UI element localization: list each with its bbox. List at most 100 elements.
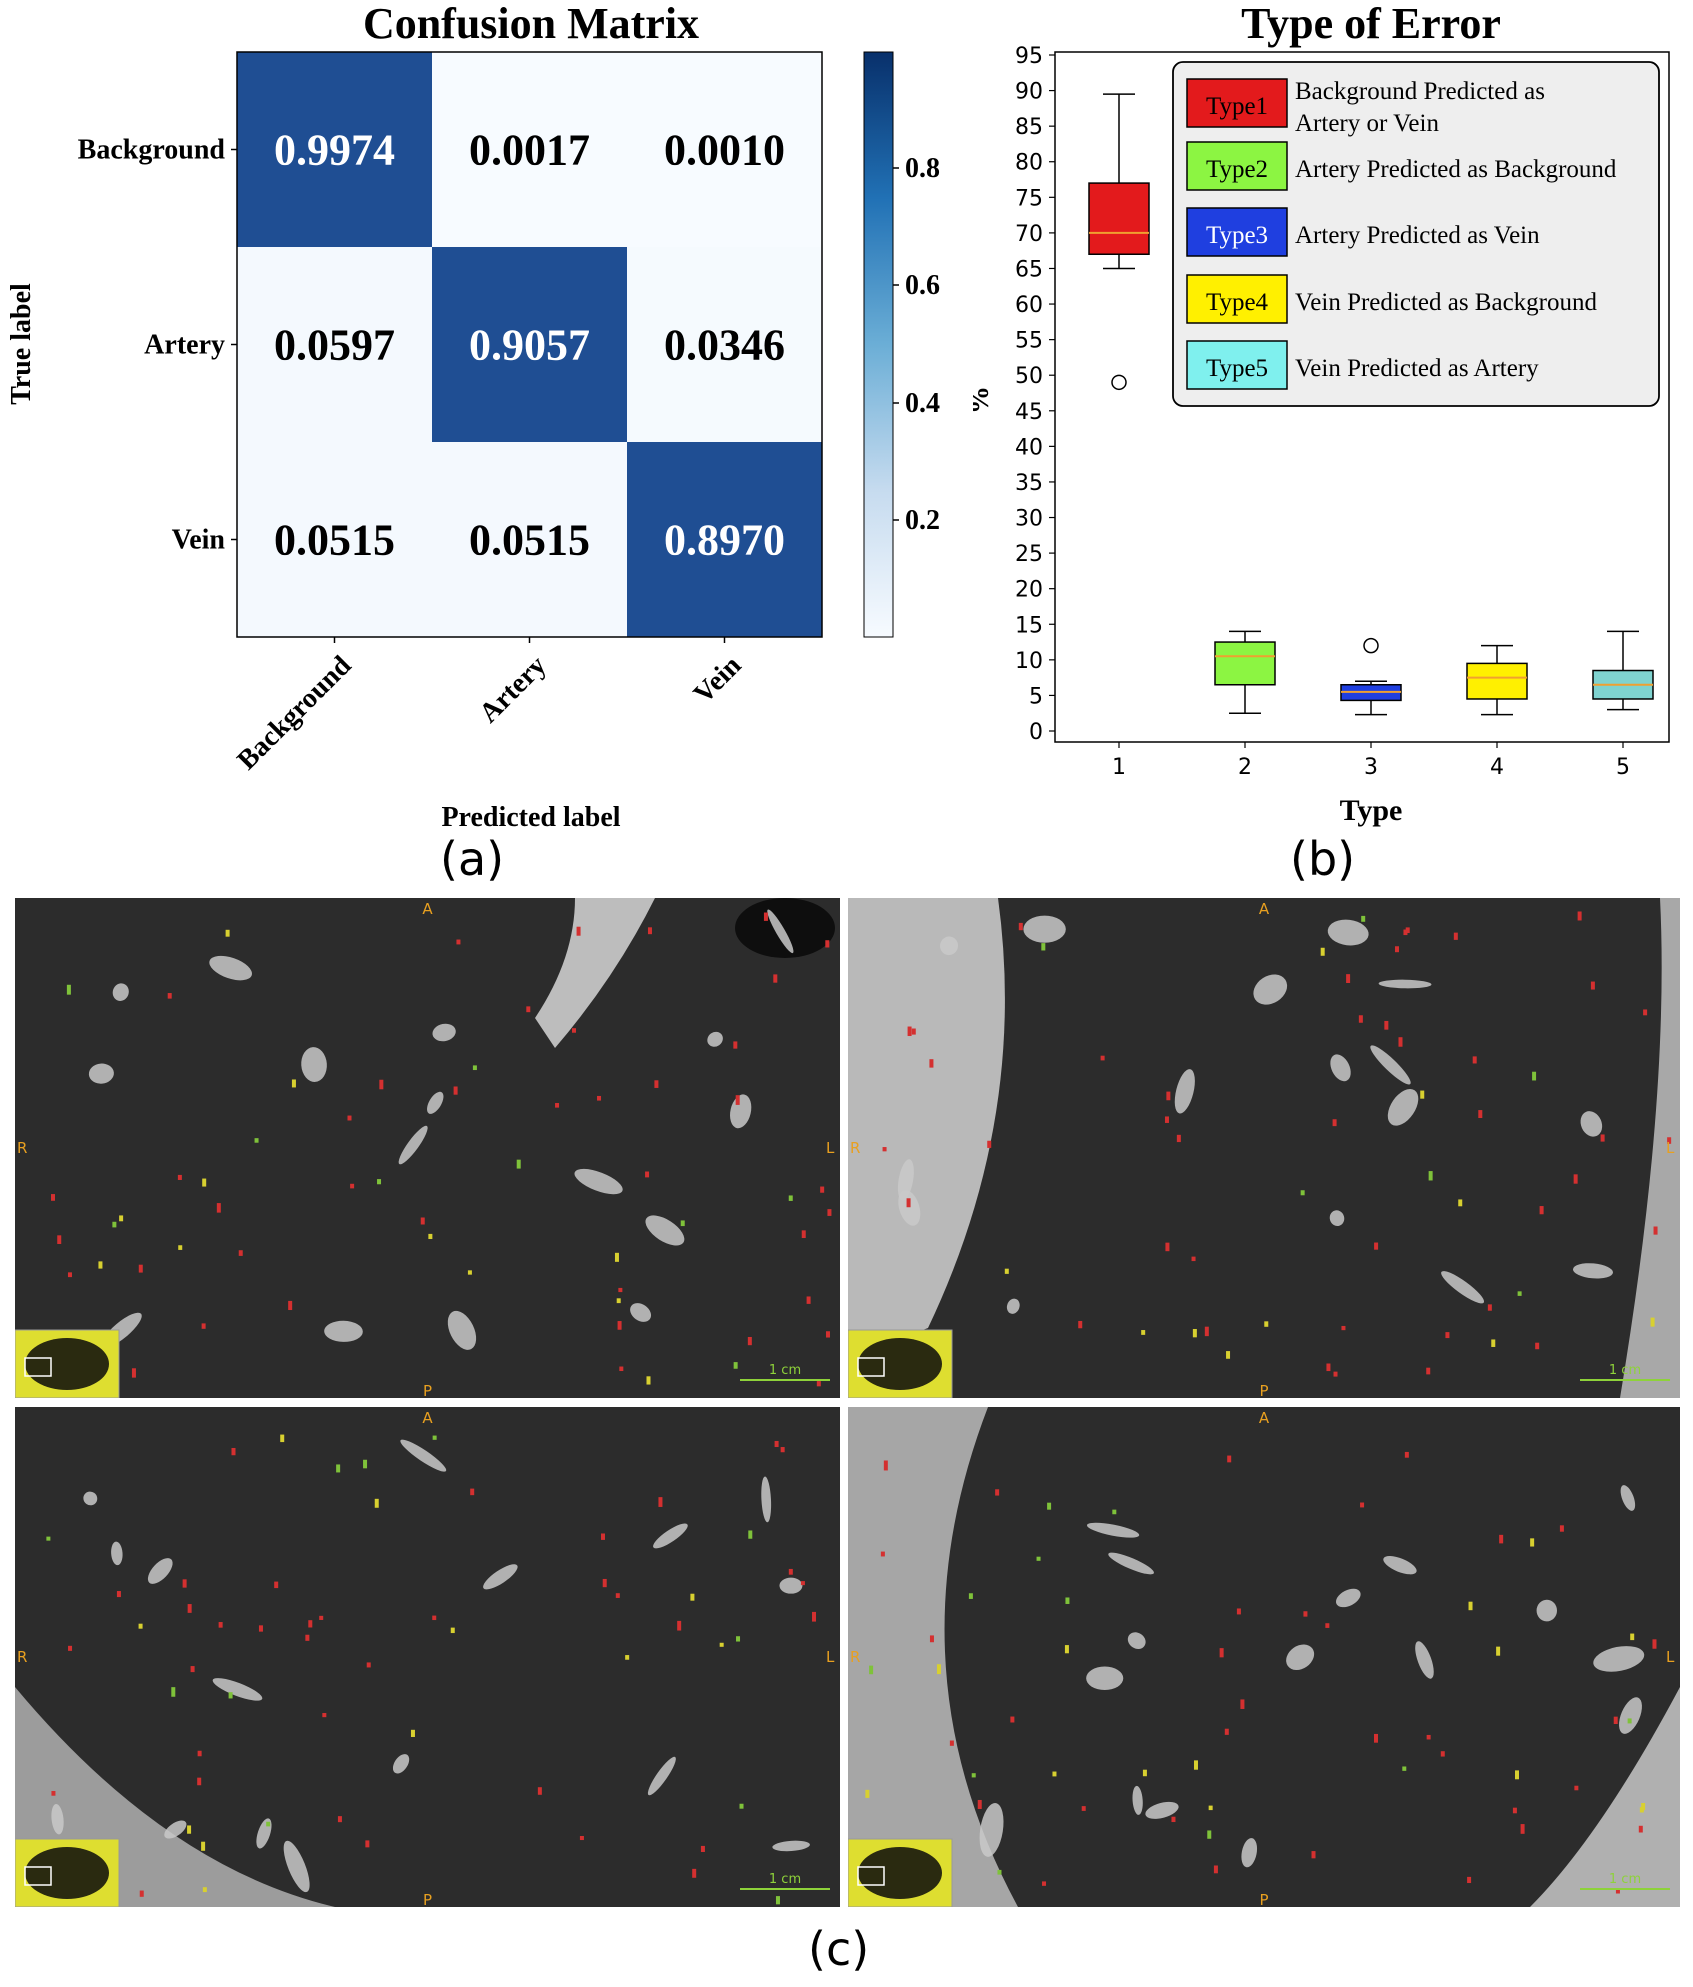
error-marker (225, 929, 230, 937)
thumbnail-roi (857, 1866, 885, 1886)
matrix-cell (627, 442, 822, 637)
legend-tag: Type2 (1206, 156, 1268, 183)
error-marker (1667, 1137, 1672, 1144)
vessel-shape (730, 1094, 752, 1129)
orient-left: L (1666, 1139, 1675, 1157)
legend-text: Vein Predicted as Artery (1295, 355, 1539, 382)
error-marker (1303, 1611, 1308, 1617)
vessel-shape (283, 1840, 310, 1893)
error-marker (190, 1666, 195, 1673)
legend-swatch (1186, 207, 1288, 257)
error-marker (1332, 1119, 1337, 1127)
error-marker (1358, 1015, 1363, 1023)
error-marker (555, 1103, 560, 1108)
thumbnail-thorax (858, 1847, 942, 1899)
error-marker (880, 1551, 885, 1557)
vessel-shape (761, 1476, 772, 1523)
error-marker (428, 1233, 433, 1240)
vessel-shape (1619, 1697, 1642, 1734)
error-marker (432, 1435, 437, 1440)
error-marker (131, 1368, 136, 1378)
chest-wall (848, 898, 1005, 1358)
error-marker (167, 993, 172, 999)
row-label: Background (78, 135, 226, 166)
error-marker (602, 1578, 607, 1588)
boxplot-x-ticks: 1 2 3 4 5 (1112, 742, 1630, 780)
orient-anterior: A (1259, 900, 1270, 918)
error-marker (1004, 1268, 1009, 1274)
row-label: Vein (172, 525, 226, 556)
orient-left: L (826, 1139, 835, 1157)
error-marker (50, 1194, 55, 1201)
error-marker (450, 1627, 455, 1634)
error-marker (1112, 1509, 1117, 1515)
error-marker (1639, 1807, 1644, 1813)
error-marker (379, 1079, 384, 1090)
error-marker (254, 1138, 259, 1143)
error-marker (1641, 1802, 1646, 1811)
error-marker (182, 1579, 187, 1588)
boxplot-boxes (1088, 93, 1654, 716)
panel-label-a: (a) (440, 832, 505, 886)
error-marker (201, 1323, 206, 1329)
vessel-shape (779, 1577, 803, 1594)
ct-image-panel: 1 cm A P R L (15, 1407, 840, 1907)
error-marker (882, 1147, 887, 1152)
error-marker (614, 1252, 619, 1262)
error-marker (456, 939, 461, 945)
error-marker (1499, 1534, 1504, 1544)
vessel-shape (432, 1023, 456, 1042)
error-marker (1491, 1339, 1496, 1347)
error-marker (410, 1729, 415, 1737)
error-marker (119, 1215, 124, 1222)
error-marker (187, 1604, 192, 1613)
chest-wall (1620, 898, 1680, 1398)
error-marker (865, 1789, 870, 1798)
x-tick-label: 5 (1616, 755, 1630, 780)
vessel-shape (447, 1310, 477, 1350)
vessel-shape (51, 1803, 64, 1835)
y-tick-label: 40 (1015, 435, 1043, 460)
error-marker (658, 1497, 663, 1507)
error-marker (654, 1080, 659, 1088)
vessel-shape (1370, 1045, 1411, 1085)
error-marker (1300, 1190, 1305, 1196)
error-marker (138, 1264, 143, 1273)
colorbar-ticks: 0.8 0.6 0.4 0.2 (893, 153, 940, 536)
error-marker (929, 1635, 934, 1643)
y-tick-label: 50 (1015, 364, 1043, 389)
vessel-shape (1620, 1485, 1636, 1511)
error-marker (869, 1665, 874, 1675)
vessel-shape (88, 1063, 114, 1084)
matrix-cell-value: 0.0515 (469, 516, 590, 565)
error-marker (1600, 1134, 1605, 1142)
error-marker (576, 926, 581, 936)
thumbnail-thorax (25, 1847, 109, 1899)
vessel-shape (427, 1091, 444, 1114)
vessel-shape (483, 1564, 518, 1590)
matrix-cell-value: 0.0346 (664, 321, 785, 370)
error-marker (911, 1028, 916, 1035)
scale-bar-label: 1 cm (769, 1872, 801, 1887)
error-marker (827, 1209, 832, 1216)
vessel-shape (147, 1558, 173, 1584)
error-marker (748, 1530, 753, 1539)
confusion-matrix-title: Confusion Matrix (363, 0, 699, 48)
error-marker (432, 1615, 437, 1621)
outlier-point (1363, 637, 1379, 654)
matrix-cell-value: 0.9057 (469, 321, 590, 370)
error-marker (971, 1773, 976, 1778)
error-marker (906, 1198, 911, 1208)
thumbnail-roi (24, 1357, 52, 1377)
error-marker (1141, 1330, 1146, 1335)
error-marker (98, 1261, 103, 1269)
legend-text: Artery Predicted as Background (1295, 156, 1617, 183)
vessel-shape (1108, 1552, 1154, 1575)
error-marker (238, 1250, 243, 1256)
error-marker (1346, 974, 1351, 983)
error-marker (907, 1026, 912, 1037)
error-marker (363, 1459, 368, 1469)
error-marker (736, 1636, 741, 1642)
error-marker (647, 927, 652, 935)
error-marker (453, 1086, 458, 1095)
